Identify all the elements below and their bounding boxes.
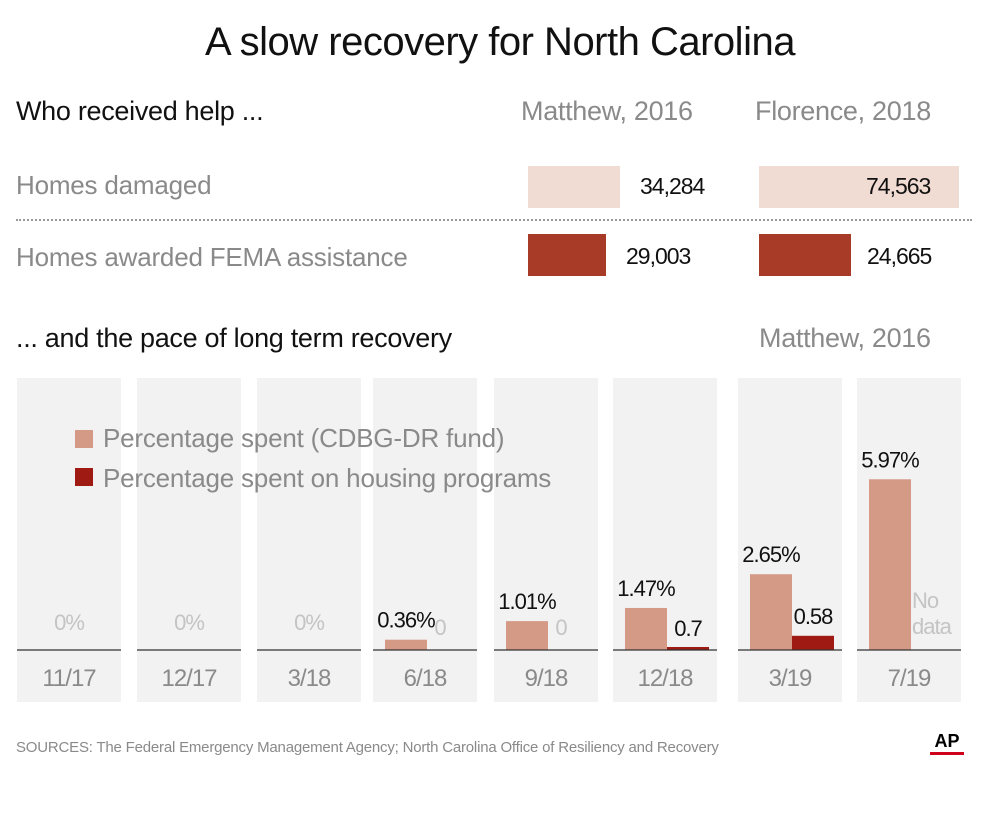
category-label-5: 12/18 xyxy=(637,665,693,692)
housing-bar-6 xyxy=(792,635,834,650)
ap-logo-underline xyxy=(930,752,964,755)
cdbg-bar-6 xyxy=(750,574,792,650)
legend-swatch-cdbg xyxy=(75,430,93,448)
row-divider xyxy=(16,219,972,221)
category-label-6: 3/19 xyxy=(769,665,812,692)
category-label-7: 7/19 xyxy=(888,665,931,692)
period-panel-0 xyxy=(17,378,121,702)
value-fema-assistance-matthew: 29,003 xyxy=(626,243,691,269)
value-homes-damaged-florence: 74,563 xyxy=(866,173,931,199)
housing-label-4: 0 xyxy=(555,615,567,640)
sources-note: SOURCES: The Federal Emergency Managemen… xyxy=(16,739,719,756)
period-panel-2 xyxy=(257,378,361,702)
legend-swatch-housing xyxy=(75,468,93,486)
bar-fema-assistance-florence xyxy=(759,234,851,276)
housing-bar-5 xyxy=(667,646,709,650)
category-label-3: 6/18 xyxy=(404,665,447,692)
value-fema-assistance-florence: 24,665 xyxy=(867,243,932,269)
period-panel-5 xyxy=(613,378,717,702)
cdbg-label-5: 1.47% xyxy=(617,576,675,601)
cdbg-label-4: 1.01% xyxy=(498,589,556,614)
cdbg-label-3: 0.36% xyxy=(377,608,435,633)
housing-label-5: 0.7 xyxy=(674,616,702,641)
bar-homes-damaged-florence xyxy=(759,166,959,208)
help-section-heading: Who received help ... xyxy=(16,96,264,126)
period-panel-6 xyxy=(738,378,842,702)
bar-homes-damaged-matthew xyxy=(528,166,620,208)
ap-logo-text: AP xyxy=(934,731,960,751)
category-label-1: 12/17 xyxy=(161,665,217,692)
period-panel-1 xyxy=(137,378,241,702)
cdbg-label-7: 5.97% xyxy=(861,447,919,472)
ap-logo: AP xyxy=(930,731,964,755)
category-label-4: 9/18 xyxy=(525,665,568,692)
cdbg-label-1: 0% xyxy=(174,610,204,635)
row-label-homes-damaged: Homes damaged xyxy=(16,170,212,200)
category-label-2: 3/18 xyxy=(288,665,331,692)
legend-label-cdbg: Percentage spent (CDBG-DR fund) xyxy=(103,423,505,453)
legend-label-housing: Percentage spent on housing programs xyxy=(103,463,552,493)
recovery-storm-label: Matthew, 2016 xyxy=(759,323,931,353)
column-header-matthew: Matthew, 2016 xyxy=(521,96,693,126)
column-header-florence: Florence, 2018 xyxy=(755,96,931,126)
housing-label-6: 0.58 xyxy=(794,604,834,629)
period-panel-4 xyxy=(494,378,598,702)
no-data-label-0: No xyxy=(912,588,939,613)
cdbg-label-2: 0% xyxy=(294,610,324,635)
chart-title: A slow recovery for North Carolina xyxy=(205,20,795,64)
recovery-bar-chart: 0%11/170%12/170%3/180.36% 06/181.01%09/18… xyxy=(17,378,961,702)
value-homes-damaged-matthew: 34,284 xyxy=(640,173,705,199)
recovery-section-heading: ... and the pace of long term recovery xyxy=(16,323,452,353)
category-label-0: 11/17 xyxy=(42,665,96,692)
cdbg-bar-7 xyxy=(869,479,911,650)
cdbg-bar-5 xyxy=(625,607,667,650)
no-data-label-1: data xyxy=(912,614,953,639)
cdbg-label-0: 0% xyxy=(54,610,84,635)
row-label-fema-assistance: Homes awarded FEMA assistance xyxy=(16,242,408,272)
cdbg-bar-3 xyxy=(385,639,427,650)
bar-fema-assistance-matthew xyxy=(528,234,606,276)
cdbg-label-6: 2.65% xyxy=(742,542,800,567)
cdbg-bar-4 xyxy=(506,621,548,650)
housing-label-3: 0 xyxy=(434,615,446,640)
